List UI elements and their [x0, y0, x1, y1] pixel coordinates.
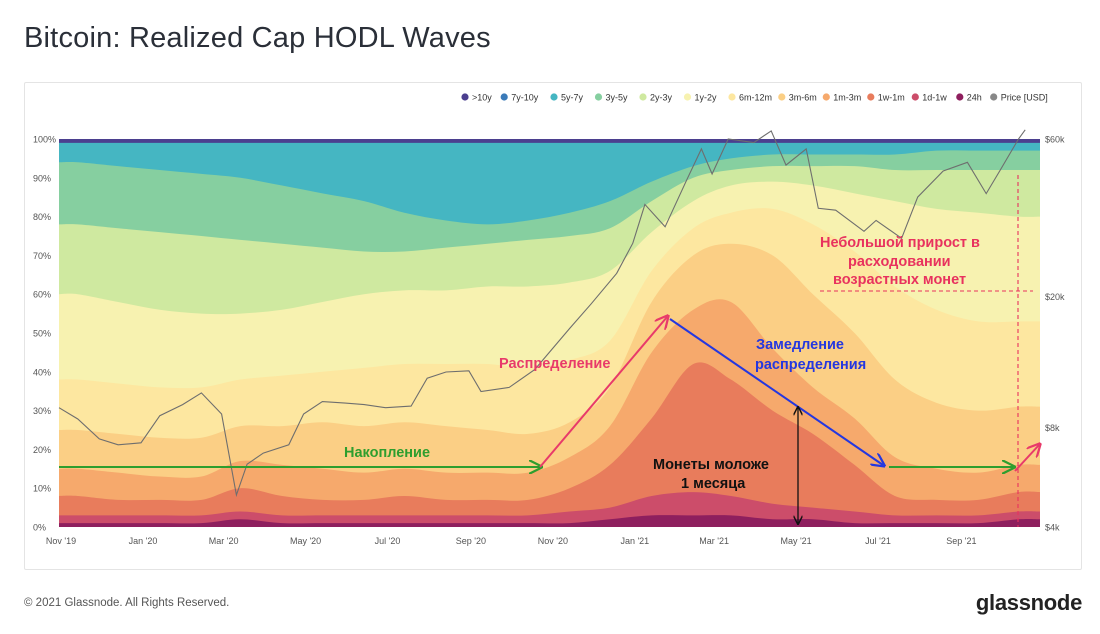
distribution-label: Распределение [499, 356, 610, 372]
x-tick: Mar '20 [209, 536, 239, 546]
legend-swatch-8 [822, 93, 830, 101]
legend-swatch-2 [550, 93, 558, 101]
y-left-tick: 60% [33, 290, 51, 300]
y-left-tick: 10% [33, 484, 51, 494]
y-left-tick: 100% [33, 135, 56, 145]
legend-label-0: >10y [472, 93, 492, 103]
x-tick: Sep '21 [946, 536, 976, 546]
legend-label-11: 24h [967, 93, 982, 103]
distribution-arrow [539, 317, 667, 468]
accumulation-label: Накопление [344, 445, 430, 461]
y-left-tick: 50% [33, 329, 51, 339]
y-left-tick: 40% [33, 367, 51, 377]
hodl-waves-chart: 0% 10% 20% 30% 40% 50% 60% 70% 80% 90% 100% $4k $8k $… [33, 93, 1065, 547]
glassnode-logo: glassnode [975, 590, 1082, 615]
x-tick: Jul '20 [375, 536, 401, 546]
y-right-tick: $20k [1045, 292, 1065, 302]
slowdown-arrow [669, 318, 883, 465]
legend-swatch-6 [728, 93, 736, 101]
x-tick: Nov '19 [46, 536, 76, 546]
y-right-tick: $8k [1045, 423, 1060, 433]
x-tick: May '21 [780, 536, 811, 546]
young-coins-label-2: 1 месяца [681, 476, 746, 492]
copyright-text: © 2021 Glassnode. All Rights Reserved. [24, 597, 230, 609]
legend-label-7: 3m-6m [789, 93, 817, 103]
y-left-tick: 20% [33, 445, 51, 455]
legend-label-9: 1w-1m [878, 93, 905, 103]
legend-label-12: Price [USD] [1001, 93, 1048, 103]
price-line [58, 129, 1026, 498]
legend-label-10: 1d-1w [922, 93, 947, 103]
y-right-tick: $4k [1045, 523, 1060, 533]
x-tick: Sep '20 [456, 536, 486, 546]
legend-swatch-0 [461, 93, 469, 101]
small-increase-label-3: возрастных монет [833, 272, 966, 288]
legend-label-8: 1m-3m [833, 93, 861, 103]
small-increase-label-2: расходовании [848, 254, 951, 270]
x-tick: Mar '21 [699, 536, 729, 546]
y-left-tick: 0% [33, 523, 46, 533]
y-left-tick: 90% [33, 173, 51, 183]
legend-swatch-10 [911, 93, 919, 101]
slowdown-label-1: Замедление [756, 337, 844, 353]
legend-label-6: 6m-12m [739, 93, 772, 103]
x-tick: Jul '21 [865, 536, 891, 546]
small-increase-label-1: Небольшой прирост в [820, 235, 980, 251]
legend-swatch-4 [639, 93, 647, 101]
legend-swatch-12 [990, 93, 998, 101]
slowdown-label-2: распределения [755, 357, 866, 373]
legend-swatch-1 [500, 93, 508, 101]
y-right-tick: $60k [1045, 135, 1065, 145]
y-left-tick: 30% [33, 406, 51, 416]
y-left-tick: 70% [33, 251, 51, 261]
legend-label-2: 5y-7y [561, 93, 584, 103]
legend-swatch-7 [778, 93, 786, 101]
page-title: Bitcoin: Realized Cap HODL Waves [24, 22, 491, 54]
x-tick: Nov '20 [538, 536, 568, 546]
rebound-arrow [1014, 445, 1039, 472]
chart-container: 0% 10% 20% 30% 40% 50% 60% 70% 80% 90% 100% $4k $8k $… [24, 82, 1082, 570]
y-left-tick: 80% [33, 212, 51, 222]
legend-label-4: 2y-3y [650, 93, 673, 103]
legend-swatch-3 [594, 93, 603, 101]
legend-label-1: 7y-10y [511, 93, 539, 103]
legend-swatch-5 [683, 93, 692, 101]
legend-label-5: 1y-2y [695, 93, 718, 103]
x-tick: Jan '20 [129, 536, 158, 546]
legend-label-3: 3y-5y [606, 93, 629, 103]
x-tick: Jan '21 [620, 536, 649, 546]
legend-swatch-11 [956, 93, 964, 101]
young-coins-label-1: Монеты моложе [653, 457, 769, 473]
x-tick: May '20 [290, 536, 321, 546]
legend-swatch-9 [867, 93, 875, 101]
